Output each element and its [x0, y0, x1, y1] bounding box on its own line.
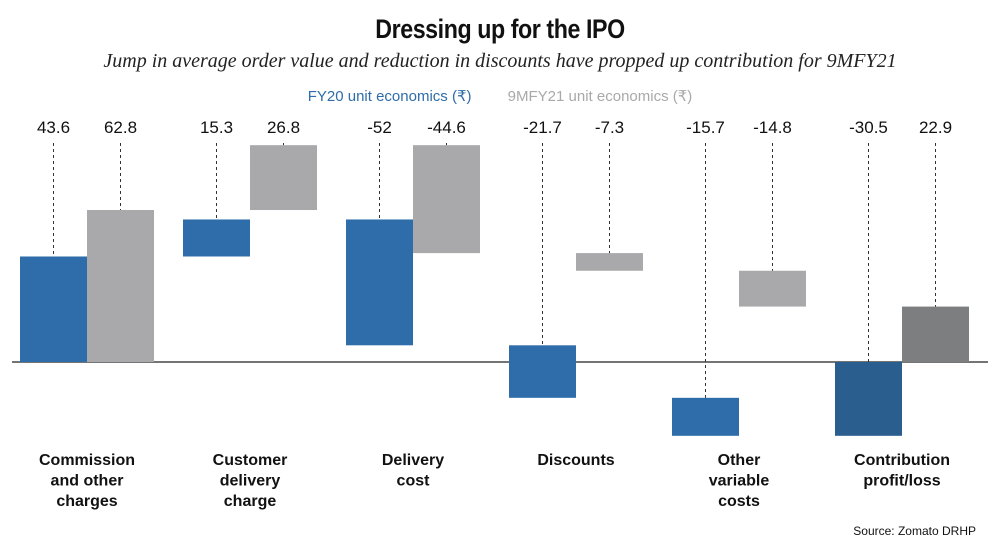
category-label-0-line-1: and other — [51, 473, 124, 490]
value-label-9mfy21-5: 22.9 — [919, 118, 952, 137]
bar-fy20-3 — [509, 345, 576, 398]
category-label-2-line-1: cost — [397, 473, 431, 490]
value-label-9mfy21-4: -14.8 — [753, 118, 792, 137]
category-label-3-line-0: Discounts — [537, 452, 614, 469]
category-label-0-line-2: charges — [56, 493, 117, 510]
category-label-0-line-0: Commission — [39, 452, 135, 469]
category-label-1-line-0: Customer — [213, 452, 288, 469]
bar-fy20-5 — [835, 362, 902, 436]
bar-fy20-1 — [183, 219, 250, 257]
category-label-5-line-1: profit/loss — [863, 473, 940, 490]
category-label-5-line-0: Contribution — [854, 452, 950, 469]
category-label-4-line-2: costs — [718, 493, 760, 510]
value-label-fy20-1: 15.3 — [200, 118, 233, 137]
value-label-fy20-0: 43.6 — [37, 118, 70, 137]
value-label-fy20-4: -15.7 — [686, 118, 725, 137]
bar-9mfy21-2 — [413, 145, 480, 254]
bar-9mfy21-5 — [902, 306, 969, 362]
bar-9mfy21-3 — [576, 253, 643, 271]
chart-subtitle: Jump in average order value and reductio… — [103, 50, 897, 72]
value-label-9mfy21-0: 62.8 — [104, 118, 137, 137]
source-note: Source: Zomato DRHP — [853, 524, 976, 538]
value-label-fy20-2: -52 — [367, 118, 392, 137]
category-label-4-line-1: variable — [709, 473, 770, 490]
bar-9mfy21-0 — [87, 210, 154, 362]
category-label-1-line-1: delivery — [220, 473, 281, 490]
bar-fy20-0 — [20, 256, 87, 362]
value-label-fy20-3: -21.7 — [523, 118, 562, 137]
chart-title: Dressing up for the IPO — [375, 14, 625, 44]
legend-item-9mfy21: 9MFY21 unit economics (₹) — [507, 88, 693, 105]
legend-item-fy20: FY20 unit economics (₹) — [307, 88, 472, 105]
value-label-9mfy21-2: -44.6 — [427, 118, 466, 137]
value-label-fy20-5: -30.5 — [849, 118, 888, 137]
value-label-9mfy21-3: -7.3 — [595, 118, 624, 137]
value-label-9mfy21-1: 26.8 — [267, 118, 300, 137]
category-label-4-line-0: Other — [718, 452, 761, 469]
bar-9mfy21-1 — [250, 145, 317, 211]
category-label-1-line-2: charge — [224, 493, 277, 510]
bar-9mfy21-4 — [739, 270, 806, 307]
category-label-2-line-0: Delivery — [382, 452, 444, 469]
legend: FY20 unit economics (₹) 9MFY21 unit econ… — [0, 87, 1000, 105]
bar-fy20-2 — [346, 219, 413, 346]
bar-fy20-4 — [672, 397, 739, 436]
